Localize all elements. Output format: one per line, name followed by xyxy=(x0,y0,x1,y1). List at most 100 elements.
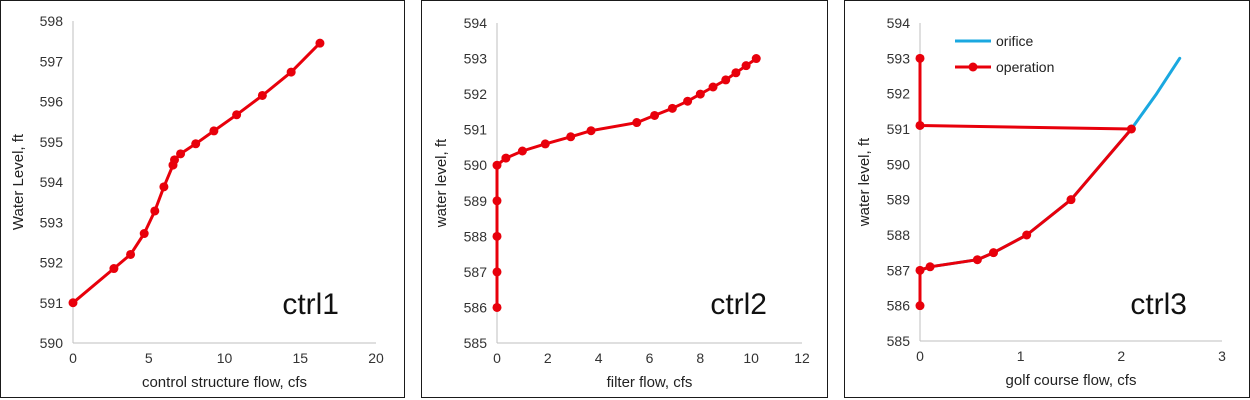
chart3-series-operation-line xyxy=(918,56,1133,308)
chart2-annotation: ctrl2 xyxy=(710,288,767,321)
chart2-data-point xyxy=(667,103,677,113)
chart2-y-axis-label: water level, ft xyxy=(433,138,450,228)
chart1-data-point xyxy=(139,229,149,239)
chart-ctrl1: 0 5 10 15 20 590 591 592 593 594 595 596 597 598 contr… xyxy=(10,13,384,391)
chart2-y-tick-label: 585 xyxy=(464,335,488,351)
chart1-data-point xyxy=(209,126,219,136)
chart1-data-point xyxy=(126,249,136,259)
chart2-y-tick-label: 592 xyxy=(464,86,488,102)
chart3-y-tick-label: 592 xyxy=(887,86,911,102)
chart2-data-point xyxy=(492,160,502,170)
chart2-data-point xyxy=(517,146,527,156)
chart2-y-tick-label: 586 xyxy=(464,299,488,315)
chart2-y-tick-label: 589 xyxy=(464,193,488,209)
chart2-data-point xyxy=(751,54,761,64)
chart2-data-point xyxy=(650,110,660,120)
chart2-data-point xyxy=(492,267,502,277)
chart3-data-point xyxy=(915,120,925,130)
chart1-y-tick-label: 592 xyxy=(40,255,64,271)
chart3-legend-label: orifice xyxy=(996,33,1034,49)
chart1-data-point xyxy=(150,206,160,216)
chart2-data-point xyxy=(492,196,502,206)
chart3-data-point xyxy=(915,301,925,311)
chart2-data-point xyxy=(721,75,731,85)
chart3-legend-marker xyxy=(968,62,978,72)
chart-ctrl3: 0 1 2 3 585 586 587 588 589 590 591 592 593 594 golf c… xyxy=(856,15,1226,389)
chart2-data-point xyxy=(501,153,511,163)
chart2-data-point xyxy=(540,139,550,149)
chart1-data-point xyxy=(170,155,180,165)
chart3-data-point xyxy=(1126,124,1136,134)
chart1-y-tick-label: 593 xyxy=(40,214,64,230)
chart3-data-point xyxy=(972,255,982,265)
chart3-y-axis-label: water level, ft xyxy=(856,137,873,227)
chart1-data-point xyxy=(232,110,242,120)
chart1-data-point xyxy=(315,38,325,48)
chart2-data-point xyxy=(492,302,502,312)
chart3-y-tick-label: 591 xyxy=(887,121,911,137)
chart3-data-point xyxy=(1022,230,1032,240)
chart2-x-tick-label: 8 xyxy=(696,350,704,366)
chart-panel-ctrl2: 0 2 4 6 8 10 12 585 586 587 588 589 590 591 592 593 594 f… xyxy=(421,0,828,398)
chart2-data-point xyxy=(566,132,576,142)
chart1-data-point xyxy=(159,182,169,192)
chart2-x-tick-label: 0 xyxy=(493,350,501,366)
chart1-data-point xyxy=(176,149,186,159)
chart1-y-tick-label: 596 xyxy=(40,94,64,110)
chart2-y-tick-label: 593 xyxy=(464,51,488,67)
chart1-x-tick-label: 10 xyxy=(217,350,233,366)
chart2-data-point xyxy=(683,96,693,106)
chart2-x-tick-label: 6 xyxy=(646,350,654,366)
chart1-data-point xyxy=(109,264,119,274)
chart1-y-tick-label: 591 xyxy=(40,295,64,311)
chart3-x-tick-label: 3 xyxy=(1218,348,1226,364)
chart3-y-tick-label: 585 xyxy=(887,333,911,349)
chart-ctrl2: 0 2 4 6 8 10 12 585 586 587 588 589 590 591 592 593 594 f… xyxy=(433,15,810,391)
chart1-series-1-line xyxy=(71,41,322,305)
chart3-y-tick-label: 594 xyxy=(887,15,911,31)
chart3-y-tick-label: 589 xyxy=(887,192,911,208)
chart1-data-point xyxy=(286,67,296,77)
chart2-data-point xyxy=(741,61,751,71)
chart1-x-tick-label: 0 xyxy=(69,350,77,366)
chart3-x-tick-label: 0 xyxy=(916,348,924,364)
chart2-y-tick-label: 594 xyxy=(464,15,488,31)
chart1-x-tick-label: 15 xyxy=(292,350,308,366)
chart3-y-tick-label: 590 xyxy=(887,156,911,172)
chart1-data-point xyxy=(257,90,267,100)
chart2-x-tick-label: 4 xyxy=(595,350,603,366)
chart3-data-point xyxy=(988,248,998,258)
chart3-data-point xyxy=(915,53,925,63)
chart2-series-1-line xyxy=(495,57,758,309)
chart2-data-point xyxy=(731,68,741,78)
chart2-y-tick-label: 587 xyxy=(464,264,488,280)
chart1-y-tick-label: 590 xyxy=(40,335,64,351)
chart3-data-point xyxy=(915,265,925,275)
chart1-y-tick-label: 594 xyxy=(40,174,64,190)
chart1-annotation: ctrl1 xyxy=(282,288,339,321)
chart1-x-tick-label: 20 xyxy=(368,350,384,366)
chart2-data-point xyxy=(632,118,642,128)
chart1-data-point xyxy=(191,139,201,149)
chart3-data-point xyxy=(1066,195,1076,205)
chart1-y-tick-label: 597 xyxy=(40,53,64,69)
chart3-annotation: ctrl3 xyxy=(1130,288,1187,321)
chart2-y-tick-label: 590 xyxy=(464,157,488,173)
chart-panel-ctrl1: 0 5 10 15 20 590 591 592 593 594 595 596 597 598 contr… xyxy=(0,0,405,398)
chart2-data-point xyxy=(492,231,502,241)
chart1-x-tick-label: 5 xyxy=(145,350,153,366)
chart2-data-point xyxy=(695,89,705,99)
chart1-y-tick-label: 595 xyxy=(40,134,64,150)
chart2-x-tick-label: 2 xyxy=(544,350,552,366)
chart3-series-orifice-line xyxy=(918,56,1182,272)
chart2-y-tick-label: 591 xyxy=(464,122,488,138)
chart1-x-axis-label: control structure flow, cfs xyxy=(142,374,307,391)
chart2-y-tick-label: 588 xyxy=(464,228,488,244)
chart3-y-tick-label: 587 xyxy=(887,262,911,278)
chart2-data-point xyxy=(586,126,596,136)
chart3-legend-label: operation xyxy=(996,59,1054,75)
chart3-x-tick-label: 1 xyxy=(1017,348,1025,364)
chart3-y-tick-label: 593 xyxy=(887,50,911,66)
chart2-x-tick-label: 10 xyxy=(743,350,759,366)
chart1-data-point xyxy=(68,298,78,308)
